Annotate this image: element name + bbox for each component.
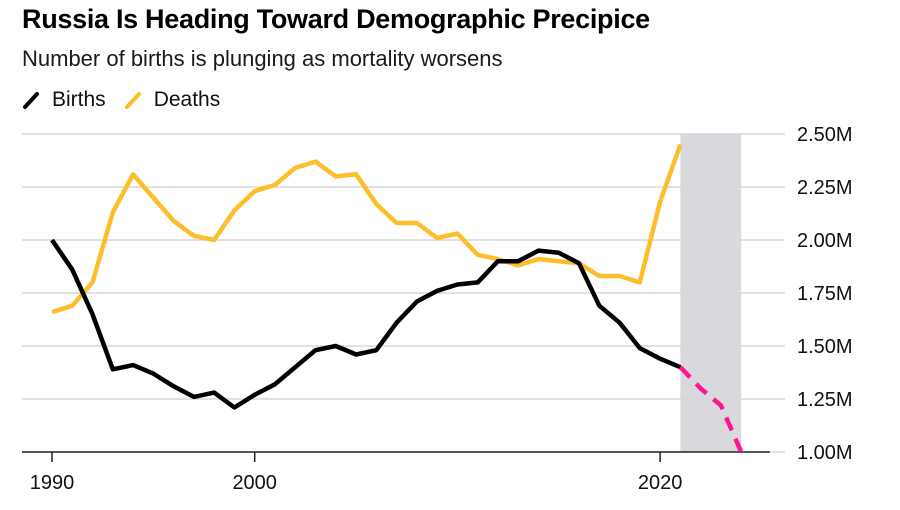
y-tick-label: 1.00M xyxy=(797,442,853,464)
y-tick-label: 2.50M xyxy=(797,124,853,146)
x-tick-label: 2000 xyxy=(232,472,277,494)
chart-title: Russia Is Heading Toward Demographic Pre… xyxy=(22,4,650,34)
x-tick-label: 1990 xyxy=(30,472,75,494)
y-tick-label: 1.75M xyxy=(797,283,853,305)
legend: Births Deaths xyxy=(22,88,238,112)
legend-item-births: Births xyxy=(22,88,106,112)
x-tick-label: 2020 xyxy=(638,472,683,494)
y-tick-label: 1.50M xyxy=(797,336,853,358)
deaths-line xyxy=(51,143,683,315)
y-tick-label: 2.25M xyxy=(797,177,853,199)
legend-label-births: Births xyxy=(52,88,106,111)
births-swatch-icon xyxy=(23,92,39,109)
y-tick-label: 1.25M xyxy=(797,389,853,411)
births-line xyxy=(50,238,682,410)
legend-label-deaths: Deaths xyxy=(153,88,221,111)
legend-item-deaths: Deaths xyxy=(124,88,221,112)
chart-subtitle: Number of births is plunging as mortalit… xyxy=(22,46,503,71)
y-tick-label: 2.00M xyxy=(797,230,853,252)
births-projection-line xyxy=(678,365,744,453)
deaths-swatch-icon xyxy=(124,92,141,109)
